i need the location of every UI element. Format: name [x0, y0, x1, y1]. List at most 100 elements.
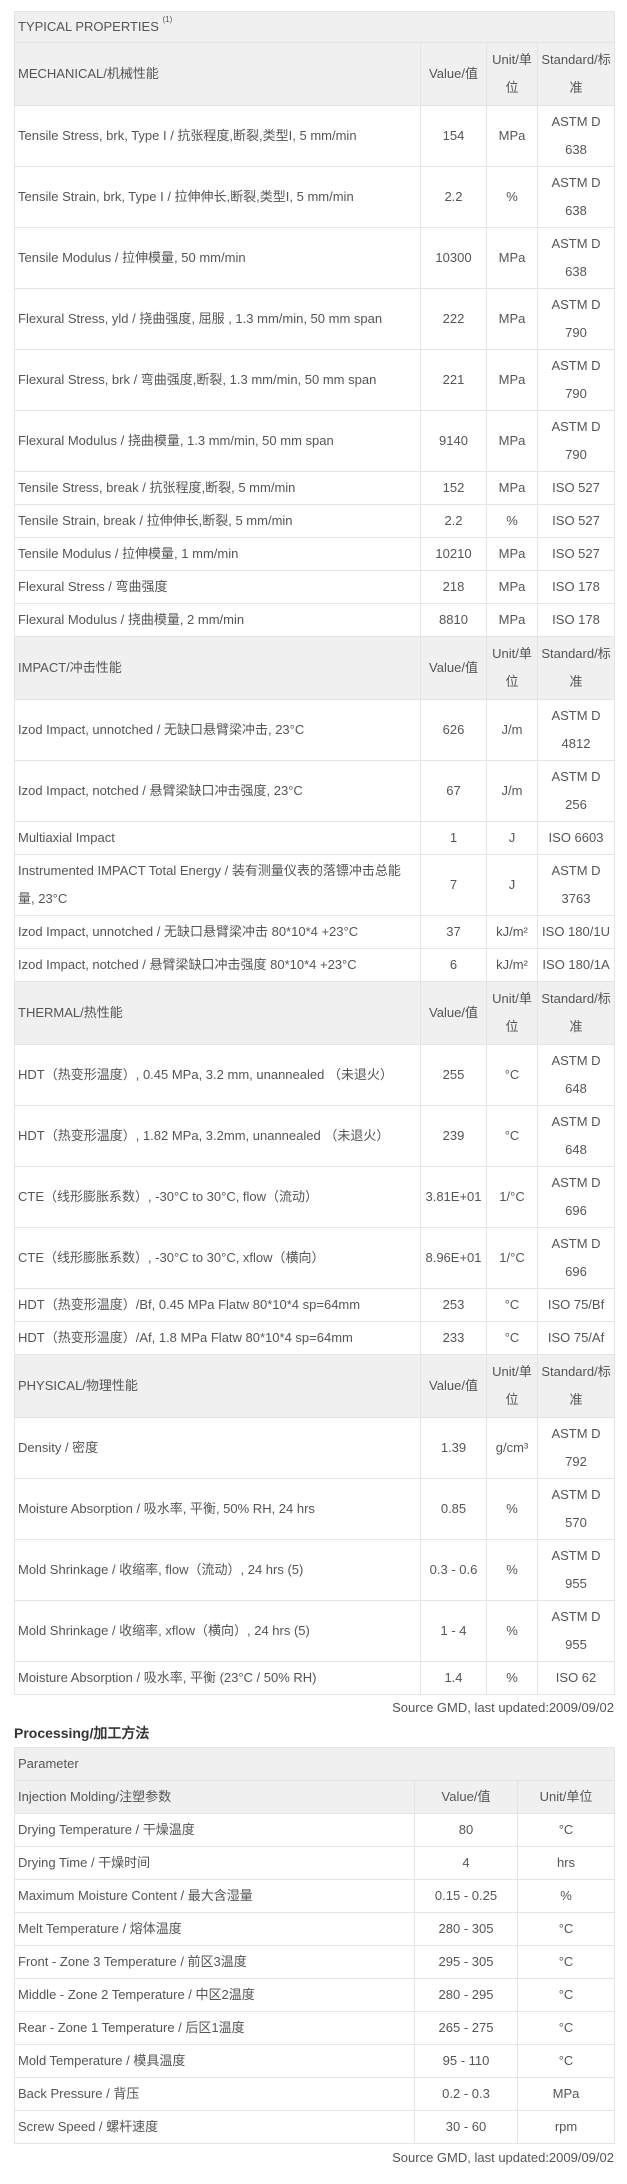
section-name: IMPACT/冲击性能 — [14, 636, 421, 700]
table-title-row: TYPICAL PROPERTIES (1) — [13, 11, 616, 43]
property-value: 1 — [420, 821, 487, 855]
table-title: TYPICAL PROPERTIES (1) — [13, 11, 616, 43]
property-name: Izod Impact, notched / 悬臂梁缺口冲击强度 80*10*4… — [14, 948, 421, 982]
property-name: Flexural Stress, brk / 弯曲强度,断裂, 1.3 mm/m… — [14, 349, 421, 411]
column-header-value: Value/值 — [420, 42, 487, 106]
property-value: 626 — [420, 699, 487, 761]
column-header-standard: Standard/标准 — [536, 981, 616, 1045]
property-name: Instrumented IMPACT Total Energy / 装有测量仪… — [14, 854, 421, 916]
property-value: 3.81E+01 — [420, 1166, 487, 1228]
table-row: Flexural Stress, yld / 挠曲强度, 屈服 , 1.3 mm… — [14, 288, 616, 350]
property-standard: ASTM D 638 — [536, 166, 616, 228]
property-name: HDT（热变形温度）, 0.45 MPa, 3.2 mm, unannealed… — [14, 1044, 421, 1106]
column-header-unit: Unit/单位 — [516, 1780, 616, 1814]
property-standard: ASTM D 790 — [536, 288, 616, 350]
table-row: Mold Shrinkage / 收缩率, flow（流动）, 24 hrs (… — [14, 1539, 616, 1601]
property-value: 221 — [420, 349, 487, 411]
property-value: 10210 — [420, 537, 487, 571]
property-value: 233 — [420, 1321, 487, 1355]
table-row: Izod Impact, unnotched / 无缺口悬臂梁冲击 80*10*… — [14, 915, 616, 949]
property-standard: ASTM D 638 — [536, 105, 616, 167]
table-row: Flexural Modulus / 挠曲模量, 2 mm/min 8810 MPa… — [14, 603, 616, 637]
property-unit: MPa — [486, 471, 538, 505]
table-row: HDT（热变形温度）/Bf, 0.45 MPa Flatw 80*10*4 sp… — [14, 1288, 616, 1322]
property-unit: kJ/m² — [486, 915, 538, 949]
parameter-name: Maximum Moisture Content / 最大含湿量 — [14, 1879, 415, 1913]
parameter-value: 280 - 295 — [414, 1978, 518, 2012]
table-row: Tensile Strain, break / 拉伸伸长,断裂, 5 mm/mi… — [14, 504, 616, 538]
table-row: Moisture Absorption / 吸水率, 平衡 (23°C / 50… — [14, 1661, 616, 1695]
parameter-name: Drying Temperature / 干燥温度 — [14, 1813, 415, 1847]
column-header-value: Value/值 — [420, 636, 487, 700]
table-row: Tensile Modulus / 拉伸模量, 1 mm/min 10210 MPa… — [14, 537, 616, 571]
property-unit: 1/°C — [486, 1166, 538, 1228]
property-unit: % — [486, 1600, 538, 1662]
column-header-unit: Unit/单位 — [486, 981, 538, 1045]
table-row: Tensile Stress, brk, Type I / 抗张程度,断裂,类型… — [14, 105, 616, 167]
table-row: Flexural Modulus / 挠曲模量, 1.3 mm/min, 50 … — [14, 410, 616, 472]
property-unit: MPa — [486, 570, 538, 604]
table-row: HDT（热变形温度）, 0.45 MPa, 3.2 mm, unannealed… — [14, 1044, 616, 1106]
property-unit: J/m — [486, 760, 538, 822]
property-unit: % — [486, 1661, 538, 1695]
property-standard: ISO 527 — [536, 537, 616, 571]
property-standard: ASTM D 790 — [536, 349, 616, 411]
table-title: Parameter — [13, 1747, 616, 1781]
parameter-name: Mold Temperature / 模具温度 — [14, 2044, 415, 2078]
property-name: HDT（热变形温度）/Af, 1.8 MPa Flatw 80*10*4 sp=… — [14, 1321, 421, 1355]
section-name: PHYSICAL/物理性能 — [14, 1354, 421, 1418]
property-value: 154 — [420, 105, 487, 167]
column-header-unit: Unit/单位 — [486, 1354, 538, 1418]
table-row: Maximum Moisture Content / 最大含湿量 0.15 - 0… — [14, 1879, 616, 1913]
table-row: Front - Zone 3 Temperature / 前区3温度 295 - … — [14, 1945, 616, 1979]
property-name: Multiaxial Impact — [14, 821, 421, 855]
table-title-text: TYPICAL PROPERTIES — [18, 19, 159, 34]
property-value: 152 — [420, 471, 487, 505]
column-header-unit: Unit/单位 — [486, 42, 538, 106]
property-name: Flexural Stress, yld / 挠曲强度, 屈服 , 1.3 mm… — [14, 288, 421, 350]
property-standard: ASTM D 648 — [536, 1105, 616, 1167]
property-name: Moisture Absorption / 吸水率, 平衡, 50% RH, 2… — [14, 1478, 421, 1540]
property-standard: ISO 75/Bf — [536, 1288, 616, 1322]
property-value: 37 — [420, 915, 487, 949]
parameter-value: 30 - 60 — [414, 2110, 518, 2144]
table-row: Drying Time / 干燥时间 4 hrs — [14, 1846, 616, 1880]
table-row: Flexural Stress, brk / 弯曲强度,断裂, 1.3 mm/m… — [14, 349, 616, 411]
parameter-name: Rear - Zone 1 Temperature / 后区1温度 — [14, 2011, 415, 2045]
property-name: Mold Shrinkage / 收缩率, flow（流动）, 24 hrs (… — [14, 1539, 421, 1601]
property-value: 2.2 — [420, 504, 487, 538]
table-title-row: Parameter — [13, 1747, 616, 1781]
processing-heading: Processing/加工方法 — [14, 1725, 150, 1741]
parameter-unit: °C — [516, 1945, 616, 1979]
column-header-unit: Unit/单位 — [486, 636, 538, 700]
property-value: 8.96E+01 — [420, 1227, 487, 1289]
table-row: Screw Speed / 螺杆速度 30 - 60 rpm — [14, 2110, 616, 2144]
table-row: Tensile Strain, brk, Type I / 拉伸伸长,断裂,类型… — [14, 166, 616, 228]
parameter-unit: °C — [516, 1813, 616, 1847]
property-value: 0.85 — [420, 1478, 487, 1540]
parameter-name: Back Pressure / 背压 — [14, 2077, 415, 2111]
property-value: 9140 — [420, 410, 487, 472]
property-unit: 1/°C — [486, 1227, 538, 1289]
table-row: Multiaxial Impact 1 J ISO 6603 — [14, 821, 616, 855]
parameter-unit: hrs — [516, 1846, 616, 1880]
property-name: Flexural Modulus / 挠曲模量, 2 mm/min — [14, 603, 421, 637]
property-name: Tensile Stress, break / 抗张程度,断裂, 5 mm/mi… — [14, 471, 421, 505]
property-unit: °C — [486, 1105, 538, 1167]
property-value: 1 - 4 — [420, 1600, 487, 1662]
property-name: Flexural Modulus / 挠曲模量, 1.3 mm/min, 50 … — [14, 410, 421, 472]
table-row: Density / 密度 1.39 g/cm³ ASTM D 792 — [14, 1417, 616, 1479]
property-unit: % — [486, 1478, 538, 1540]
property-value: 6 — [420, 948, 487, 982]
property-unit: kJ/m² — [486, 948, 538, 982]
property-unit: MPa — [486, 105, 538, 167]
property-unit: g/cm³ — [486, 1417, 538, 1479]
section-header-row: IMPACT/冲击性能 Value/值 Unit/单位 Standard/标准 — [14, 636, 616, 700]
property-standard: ASTM D 790 — [536, 410, 616, 472]
column-header-value: Value/值 — [420, 1354, 487, 1418]
parameter-name: Drying Time / 干燥时间 — [14, 1846, 415, 1880]
table-row: Tensile Stress, break / 抗张程度,断裂, 5 mm/mi… — [14, 471, 616, 505]
property-name: CTE（线形膨胀系数）, -30°C to 30°C, flow（流动） — [14, 1166, 421, 1228]
property-standard: ISO 6603 — [536, 821, 616, 855]
table-row: Drying Temperature / 干燥温度 80 °C — [14, 1813, 616, 1847]
